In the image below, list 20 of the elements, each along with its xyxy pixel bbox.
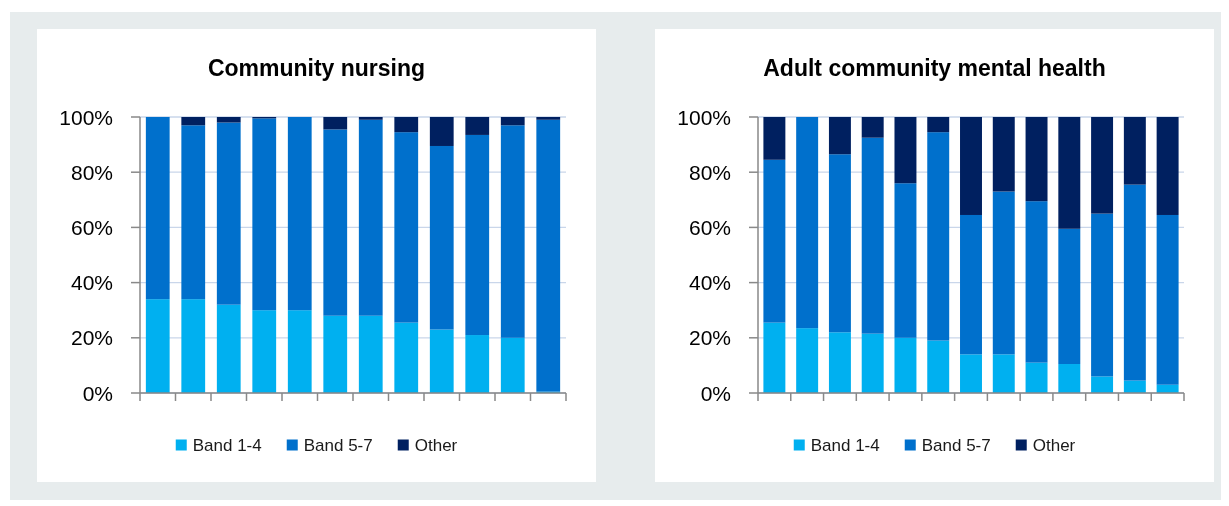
y-tick-label: 40% xyxy=(70,271,113,295)
chart-title: Community nursing xyxy=(207,55,426,81)
y-tick-label: 60% xyxy=(70,215,113,239)
y-tick-label: 0% xyxy=(82,381,113,405)
y-tick-label: 80% xyxy=(688,160,731,184)
y-tick-label: 60% xyxy=(688,215,731,239)
y-tick-label: 80% xyxy=(70,160,113,184)
legend-label: Other xyxy=(414,435,458,455)
y-tick-label: 100% xyxy=(677,105,731,129)
y-tick-label: 100% xyxy=(59,105,113,129)
y-tick-label: 0% xyxy=(700,381,731,405)
y-tick-label: 20% xyxy=(688,326,731,350)
legend-label: Band 1-4 xyxy=(810,435,880,455)
legend-label: Band 1-4 xyxy=(192,435,262,455)
legend-label: Other xyxy=(1032,435,1076,455)
chart-title: Adult community mental health xyxy=(763,55,1106,81)
y-tick-label: 20% xyxy=(70,326,113,350)
y-tick-label: 40% xyxy=(688,271,731,295)
legend-label: Band 5-7 xyxy=(303,435,373,455)
legend-label: Band 5-7 xyxy=(921,435,991,455)
